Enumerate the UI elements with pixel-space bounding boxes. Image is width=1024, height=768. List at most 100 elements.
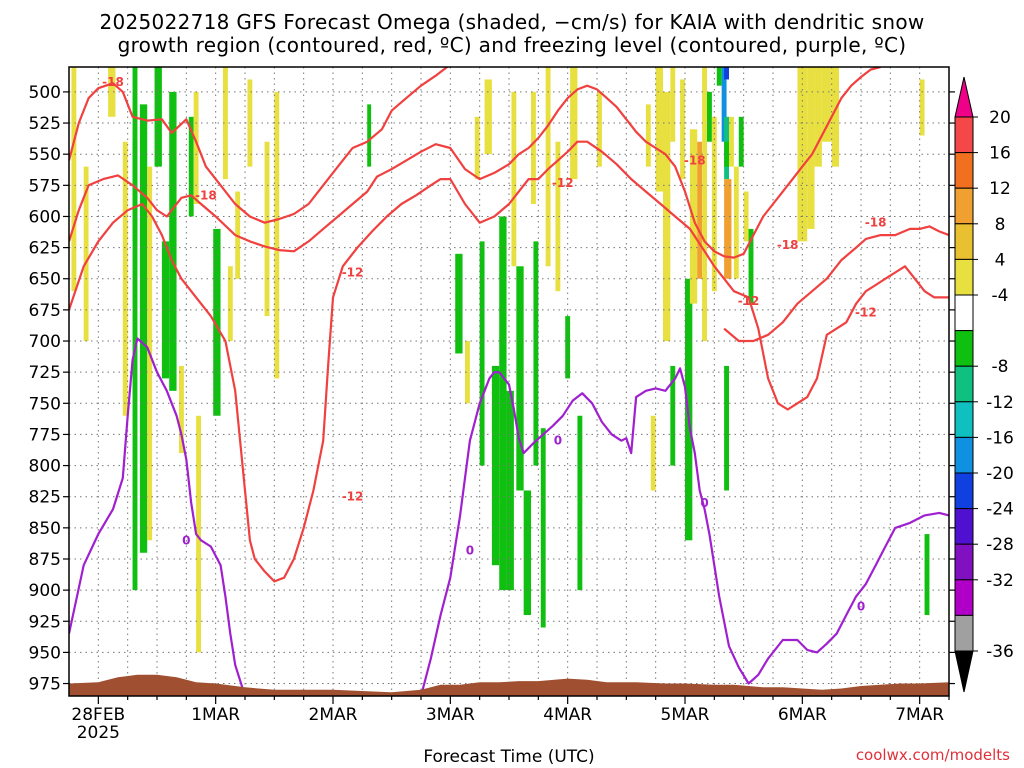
- omega-shade-cell: [716, 67, 722, 86]
- x-tick-label: 5MAR: [661, 705, 710, 725]
- y-tick-label: 875: [29, 550, 61, 570]
- y-tick-label: 550: [29, 145, 61, 165]
- x-tick-label: 3MAR: [426, 705, 475, 725]
- colorbar-tick-label: -32: [986, 571, 1014, 591]
- omega-shade-cell: [499, 216, 507, 591]
- colorbar-tick-label: -8: [992, 357, 1009, 377]
- contour-label: -12: [552, 176, 574, 190]
- omega-shade-cell: [831, 67, 839, 167]
- colorbar-box: [954, 223, 974, 260]
- x-tick-label: 6MAR: [778, 705, 827, 725]
- contour-label: -18: [684, 153, 706, 167]
- contour-label: 0: [857, 599, 865, 613]
- omega-shade-cell: [821, 67, 832, 142]
- y-tick-label: 950: [29, 643, 61, 663]
- colorbar-tick-label: 20: [989, 108, 1011, 128]
- omega-shade-cell: [565, 316, 571, 379]
- omega-shade-cell: [465, 341, 470, 404]
- x-axis-label: Forecast Time (UTC): [423, 747, 594, 767]
- omega-shade-cell: [227, 266, 233, 342]
- omega-shade-cell: [154, 67, 162, 167]
- credit-link[interactable]: coolwx.com/modelts: [856, 746, 1010, 764]
- colorbar-tick-label: 4: [995, 250, 1006, 270]
- contour-line: [723, 225, 949, 343]
- y-axis: 500 525 550 575 600 625 650 675 700 725 750 775 800 8…: [29, 83, 955, 695]
- y-tick-label: 725: [29, 363, 61, 383]
- omega-shade-cell: [247, 79, 253, 167]
- omega-shade-cell: [169, 91, 177, 391]
- omega-shade-cell: [919, 79, 925, 136]
- x-tick-label-year: 2025: [77, 723, 120, 743]
- chart-title-line1: 2025022718 GFS Forecast Omega (shaded, −…: [99, 10, 924, 34]
- contour-label: -12: [738, 294, 760, 308]
- colorbar-box: [954, 579, 974, 616]
- contour-label: 0: [182, 533, 190, 547]
- omega-shade-cell: [650, 415, 656, 491]
- colorbar-tick-label: -24: [986, 500, 1014, 520]
- omega-shade-cell: [531, 91, 536, 205]
- terrain-ground: [69, 674, 949, 696]
- omega-shade-cell: [711, 116, 717, 292]
- omega-shade-cell: [570, 67, 578, 180]
- colorbar-box: [954, 472, 974, 510]
- omega-shade-cell: [702, 67, 707, 342]
- omega-shade-cell: [724, 365, 729, 491]
- y-tick-label: 825: [29, 488, 61, 508]
- omega-shade-cell: [455, 253, 463, 354]
- y-tick-label: 600: [29, 207, 61, 227]
- chart-title-line2: growth region (contoured, red, ºC) and f…: [118, 33, 907, 57]
- omega-shade-cell: [797, 67, 808, 242]
- omega-shade-cell: [670, 67, 676, 142]
- y-tick-label: 850: [29, 519, 61, 539]
- omega-shade-cell: [738, 116, 744, 167]
- omega-shade-cell: [697, 141, 703, 279]
- colorbar-box: [954, 543, 974, 581]
- omega-shade-cell: [108, 67, 116, 117]
- omega-shade-cell: [724, 179, 732, 279]
- y-tick-label: 500: [29, 83, 61, 103]
- omega-shade-cell: [264, 141, 270, 317]
- omega-shade-cell: [83, 166, 89, 342]
- x-tick-label: 1MAR: [191, 705, 240, 725]
- x-tick-label: 28FEB: [71, 705, 125, 725]
- omega-shade-cell: [733, 166, 739, 279]
- contour-label: -18: [777, 238, 799, 252]
- omega-shade-cell: [474, 116, 480, 180]
- omega-shade-cell: [188, 116, 194, 217]
- colorbar-box: [954, 436, 974, 474]
- colorbar-box: [954, 401, 974, 438]
- colorbar-tick-label: -4: [992, 286, 1009, 306]
- contour-line: [69, 337, 247, 696]
- y-tick-label: 525: [29, 114, 61, 134]
- omega-shade-cell: [179, 365, 184, 454]
- colorbar-box: [954, 116, 974, 154]
- omega-shade-cell: [367, 104, 372, 167]
- omega-shade-cell: [555, 141, 561, 292]
- contour-label: -18: [865, 216, 887, 230]
- omega-shade-cell: [680, 79, 685, 180]
- colorbar: 20 16 12 8 4 -4 -8 -12 -16 -20 -24 -28 -32 -36: [954, 76, 1014, 693]
- y-tick-label: 650: [29, 270, 61, 290]
- omega-shade-cell: [516, 266, 524, 491]
- y-tick-label: 575: [29, 176, 61, 196]
- omega-shade-cell: [193, 91, 199, 205]
- contour-label: -12: [342, 266, 364, 280]
- omega-shade-cell: [707, 91, 712, 142]
- omega-shade-cell: [491, 365, 500, 566]
- omega-shade-cell: [484, 79, 492, 155]
- x-tick-label: 2MAR: [309, 705, 358, 725]
- y-tick-label: 900: [29, 581, 61, 601]
- omega-shade-cell: [724, 67, 729, 80]
- contour-label: 0: [700, 496, 708, 510]
- omega-shade-cell: [655, 67, 663, 192]
- colorbar-tick-label: -36: [986, 642, 1014, 662]
- omega-shade-cell: [729, 116, 734, 167]
- omega-shade-cell: [814, 67, 822, 167]
- y-tick-label: 975: [29, 675, 61, 695]
- plot-area: -18 -18 -12 -12 -12 -18 -18 -18 -12 -12 0 0 0 0 0: [69, 67, 949, 696]
- contour-line: [69, 67, 881, 259]
- colorbar-box: [954, 187, 974, 225]
- omega-shade-cell: [132, 67, 138, 591]
